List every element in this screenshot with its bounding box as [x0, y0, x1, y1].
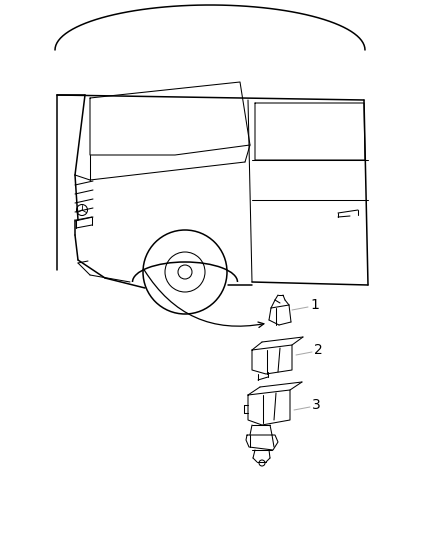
- Text: 3: 3: [312, 398, 321, 412]
- Text: 2: 2: [314, 343, 323, 357]
- Text: 1: 1: [310, 298, 319, 312]
